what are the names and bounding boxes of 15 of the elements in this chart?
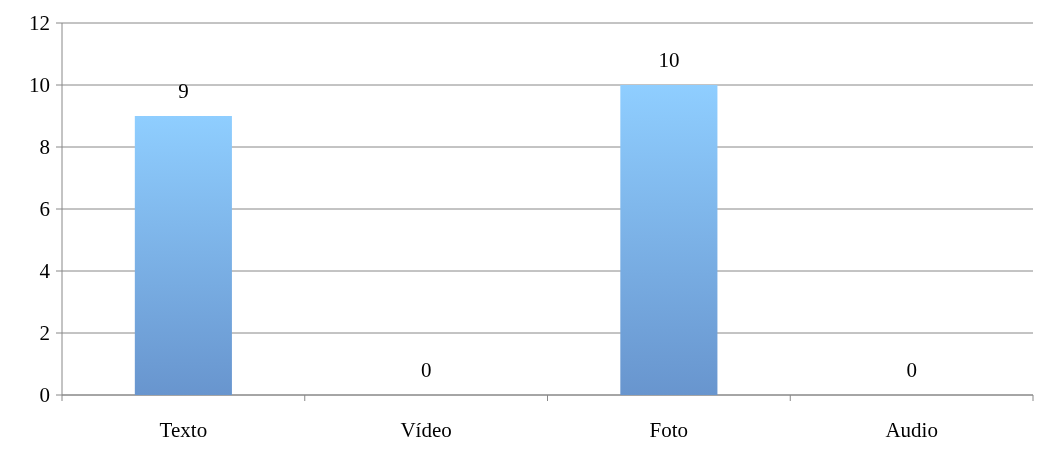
x-tick-label: Audio bbox=[885, 418, 938, 442]
y-tick-label: 6 bbox=[39, 197, 50, 222]
y-tick-label: 0 bbox=[39, 383, 50, 408]
x-tick-label: Vídeo bbox=[400, 418, 452, 442]
data-label: 0 bbox=[906, 358, 917, 382]
x-tick-label: Foto bbox=[649, 418, 689, 442]
y-tick-label: 12 bbox=[29, 11, 50, 36]
data-label: 10 bbox=[658, 48, 680, 72]
y-tick-label: 8 bbox=[39, 135, 50, 160]
y-tick-label: 2 bbox=[39, 321, 50, 346]
x-tick-label: Texto bbox=[159, 418, 208, 442]
data-label: 9 bbox=[178, 79, 189, 103]
y-tick-label: 10 bbox=[29, 73, 50, 98]
y-tick-label: 4 bbox=[39, 259, 51, 284]
data-label: 0 bbox=[420, 358, 432, 382]
